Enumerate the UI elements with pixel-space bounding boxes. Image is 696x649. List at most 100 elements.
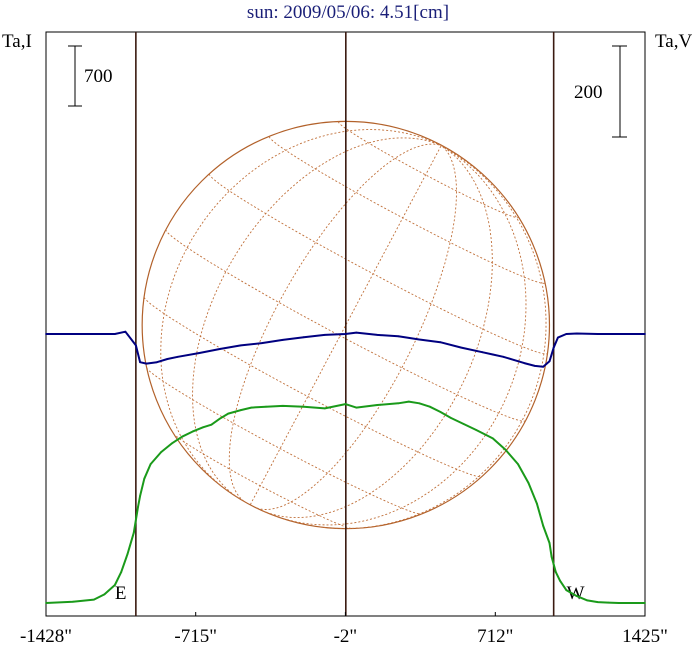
data-point: [281, 339, 284, 341]
series-2: [45, 330, 646, 368]
data-point: [302, 405, 305, 408]
data-point: [281, 405, 284, 407]
data-point: [449, 417, 452, 419]
data-point: [439, 341, 442, 344]
x-tick-label: -2": [334, 626, 358, 647]
right-axis-label: Ta,V: [655, 31, 692, 52]
data-point: [607, 601, 610, 604]
right-scale-bar: 200: [574, 45, 627, 138]
data-point: [239, 344, 242, 347]
latitude-line: [338, 121, 519, 219]
data-point: [460, 346, 463, 349]
data-point: [512, 359, 515, 361]
data-point: [617, 333, 620, 335]
data-point: [418, 402, 421, 405]
data-point: [45, 602, 47, 604]
series-layer: [45, 330, 646, 604]
data-point: [93, 598, 95, 601]
data-point: [124, 330, 127, 333]
data-point: [536, 502, 538, 505]
data-point: [533, 365, 536, 367]
data-point: [475, 429, 477, 431]
x-tick-label: -1428": [20, 626, 72, 647]
data-point: [239, 409, 242, 411]
data-point: [548, 542, 551, 544]
data-point: [596, 333, 599, 335]
data-point: [596, 601, 599, 603]
data-point: [397, 402, 400, 405]
data-point: [517, 463, 519, 465]
left-scale-value: 700: [84, 66, 113, 87]
data-point: [462, 423, 465, 425]
data-point: [126, 553, 129, 555]
data-point: [575, 595, 578, 597]
data-point: [439, 411, 442, 413]
x-tick-label: 712": [477, 626, 513, 647]
series-line: [46, 330, 645, 368]
data-point: [376, 334, 379, 336]
x-tick-label: -715": [174, 626, 217, 647]
data-point: [575, 332, 578, 335]
data-point: [114, 584, 116, 586]
left-scale-bar: 700: [68, 45, 113, 107]
data-point: [210, 423, 213, 426]
data-point: [160, 451, 163, 453]
longitude-line: [192, 137, 442, 499]
data-point: [502, 355, 505, 358]
data-point: [552, 563, 555, 566]
data-point: [407, 400, 410, 403]
data-point: [559, 579, 561, 582]
data-point: [45, 333, 47, 335]
right-scale-value: 200: [574, 82, 603, 103]
data-point: [565, 589, 568, 591]
data-point: [137, 506, 139, 508]
data-point: [191, 430, 194, 433]
data-point: [376, 404, 379, 406]
data-point: [250, 406, 253, 409]
x-axis-ticks: -1428" -715" -2" 712" 1425": [20, 612, 668, 647]
data-point: [542, 525, 545, 527]
data-point: [114, 333, 116, 335]
data-point: [145, 362, 148, 365]
data-point: [554, 571, 557, 573]
data-point: [527, 482, 530, 484]
x-tick-label: 1425": [622, 626, 668, 647]
data-point: [491, 353, 494, 356]
data-point: [218, 348, 221, 350]
longitude-line: [262, 145, 493, 519]
data-point: [491, 437, 494, 440]
data-point: [523, 362, 526, 364]
data-point: [135, 344, 137, 347]
data-point: [542, 365, 545, 368]
data-point: [550, 555, 553, 558]
data-point: [617, 602, 620, 604]
data-point: [170, 442, 173, 445]
longitude-line: [160, 129, 442, 491]
data-point: [166, 358, 169, 360]
data-point: [202, 426, 204, 429]
data-point: [586, 599, 589, 602]
data-point: [181, 435, 184, 438]
data-point: [72, 600, 74, 603]
data-point: [557, 336, 559, 339]
longitude-line: [256, 145, 457, 510]
series-1: [45, 400, 646, 604]
latitude-line: [165, 229, 526, 422]
data-point: [156, 361, 158, 364]
data-point: [132, 531, 135, 534]
data-point: [323, 407, 326, 410]
data-point: [552, 346, 555, 349]
data-point: [218, 417, 221, 420]
data-point: [227, 412, 230, 415]
data-point: [139, 495, 142, 497]
data-point: [302, 336, 305, 339]
data-point: [428, 405, 431, 408]
data-point: [143, 477, 146, 480]
data-point: [548, 360, 551, 363]
data-point: [265, 405, 267, 408]
data-point: [397, 335, 400, 338]
longitude-line: [319, 145, 547, 529]
data-point: [481, 351, 484, 354]
chart-title: sun: 2009/05/06: 4.51[cm]: [246, 2, 450, 23]
